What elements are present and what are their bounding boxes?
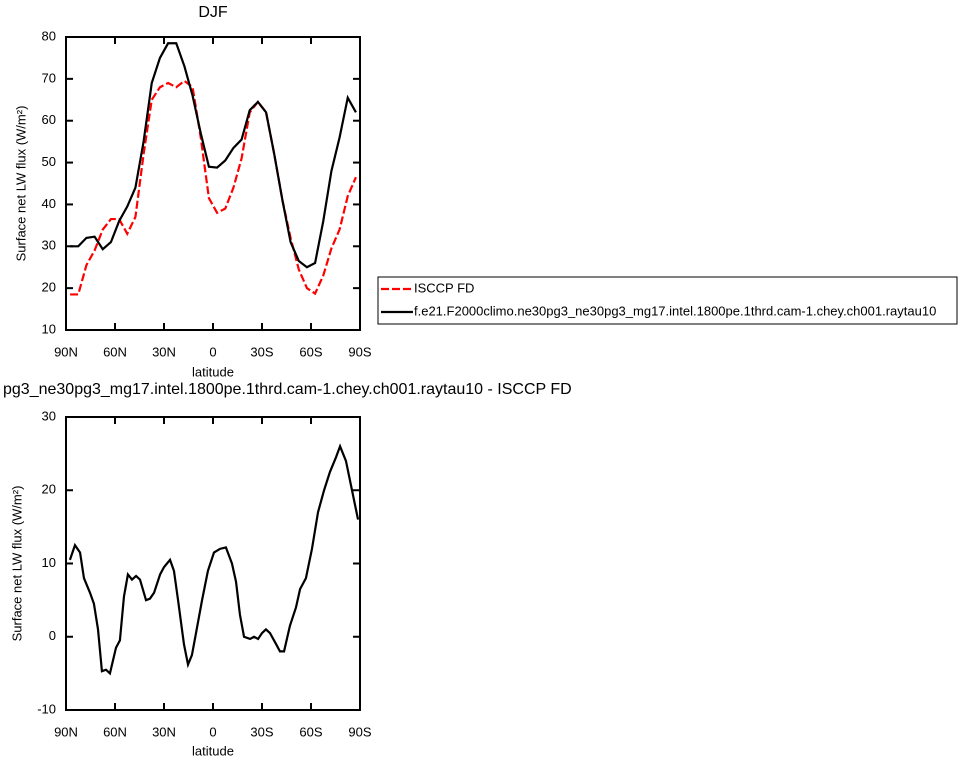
y-tick-label: 20	[42, 482, 56, 497]
x-tick-label: 60N	[103, 344, 127, 359]
plot-frame	[65, 36, 361, 331]
x-tick-label: 60S	[299, 344, 322, 359]
y-tick-label: 30	[42, 408, 56, 423]
y-tick-label: 30	[42, 238, 56, 253]
y-tick-label: -10	[37, 701, 56, 716]
x-tick-label: 30N	[152, 344, 176, 359]
x-tick-label: 30S	[250, 724, 273, 739]
data-line	[70, 79, 357, 296]
x-tick-label: 90S	[348, 344, 371, 359]
x-tick-label: 30N	[152, 724, 176, 739]
y-tick-label: 70	[42, 70, 56, 85]
y-tick-label: 60	[42, 112, 56, 127]
legend-label: ISCCP FD	[414, 280, 474, 295]
plot-frame	[65, 416, 361, 711]
y-tick-label: 10	[42, 321, 56, 336]
data-line	[68, 443, 360, 676]
x-tick-label: 0	[209, 344, 216, 359]
legend-box	[377, 276, 958, 325]
x-axis-label: latitude	[192, 364, 234, 379]
y-tick-label: 50	[42, 154, 56, 169]
x-tick-label: 90N	[54, 724, 78, 739]
y-tick-label: 40	[42, 196, 56, 211]
legend-label: f.e21.F2000climo.ne30pg3_ne30pg3_mg17.in…	[414, 303, 936, 318]
x-tick-label: 0	[209, 724, 216, 739]
y-tick-label: 0	[49, 628, 56, 643]
x-axis-label: latitude	[192, 743, 234, 758]
y-tick-label: 20	[42, 280, 56, 295]
chart-title: pg3_ne30pg3_mg17.intel.1800pe.1thrd.cam-…	[3, 381, 572, 398]
data-line	[70, 42, 357, 269]
chart-title: DJF	[198, 4, 228, 21]
x-tick-label: 30S	[250, 344, 273, 359]
y-axis-label: Surface net LW flux (W/m²)	[9, 486, 24, 642]
x-tick-label: 60S	[299, 724, 322, 739]
y-tick-label: 80	[42, 28, 56, 43]
y-axis-label: Surface net LW flux (W/m²)	[13, 106, 28, 262]
x-tick-label: 60N	[103, 724, 127, 739]
x-tick-label: 90N	[54, 344, 78, 359]
x-tick-label: 90S	[348, 724, 371, 739]
y-tick-label: 10	[42, 555, 56, 570]
